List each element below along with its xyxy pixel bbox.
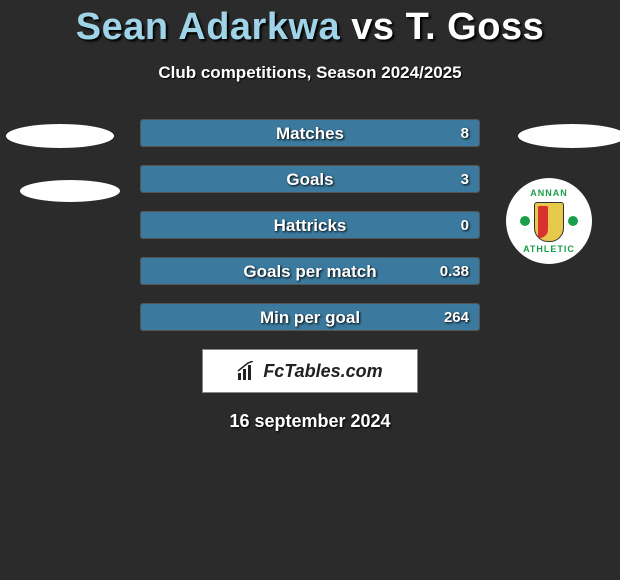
- stat-bar-label: Goals per match: [141, 258, 479, 284]
- stat-bar: Min per goal264: [140, 303, 480, 331]
- thistle-icon: [568, 216, 578, 226]
- subtitle: Club competitions, Season 2024/2025: [0, 63, 620, 83]
- badge-shield-icon: [534, 202, 564, 242]
- thistle-icon: [520, 216, 530, 226]
- stat-bar-label: Min per goal: [141, 304, 479, 330]
- club-badge: ANNAN ATHLETIC: [506, 178, 592, 264]
- stat-bar-label: Hattricks: [141, 212, 479, 238]
- stat-bar-value: 264: [444, 304, 469, 330]
- page-title: Sean Adarkwa vs T. Goss: [0, 0, 620, 49]
- badge-text-bottom: ATHLETIC: [514, 244, 584, 254]
- vs-text: vs: [351, 6, 394, 48]
- player1-name: Sean Adarkwa: [76, 6, 340, 48]
- stat-bar: Matches8: [140, 119, 480, 147]
- date-text: 16 september 2024: [0, 411, 620, 432]
- decorative-ellipse-right: [518, 124, 620, 148]
- badge-text-top: ANNAN: [514, 188, 584, 198]
- decorative-ellipse-left-2: [20, 180, 120, 202]
- player2-name: T. Goss: [406, 6, 545, 48]
- stat-bar-value: 0.38: [440, 258, 469, 284]
- stat-bar-value: 3: [461, 166, 469, 192]
- stat-bar-label: Goals: [141, 166, 479, 192]
- stat-bar: Hattricks0: [140, 211, 480, 239]
- stat-bar: Goals per match0.38: [140, 257, 480, 285]
- source-logo-text: FcTables.com: [263, 361, 382, 382]
- stat-bar-label: Matches: [141, 120, 479, 146]
- decorative-ellipse-left-1: [6, 124, 114, 148]
- barchart-icon: [237, 361, 257, 381]
- stat-bar-value: 0: [461, 212, 469, 238]
- stat-bar: Goals3: [140, 165, 480, 193]
- stat-bar-value: 8: [461, 120, 469, 146]
- source-logo: FcTables.com: [202, 349, 418, 393]
